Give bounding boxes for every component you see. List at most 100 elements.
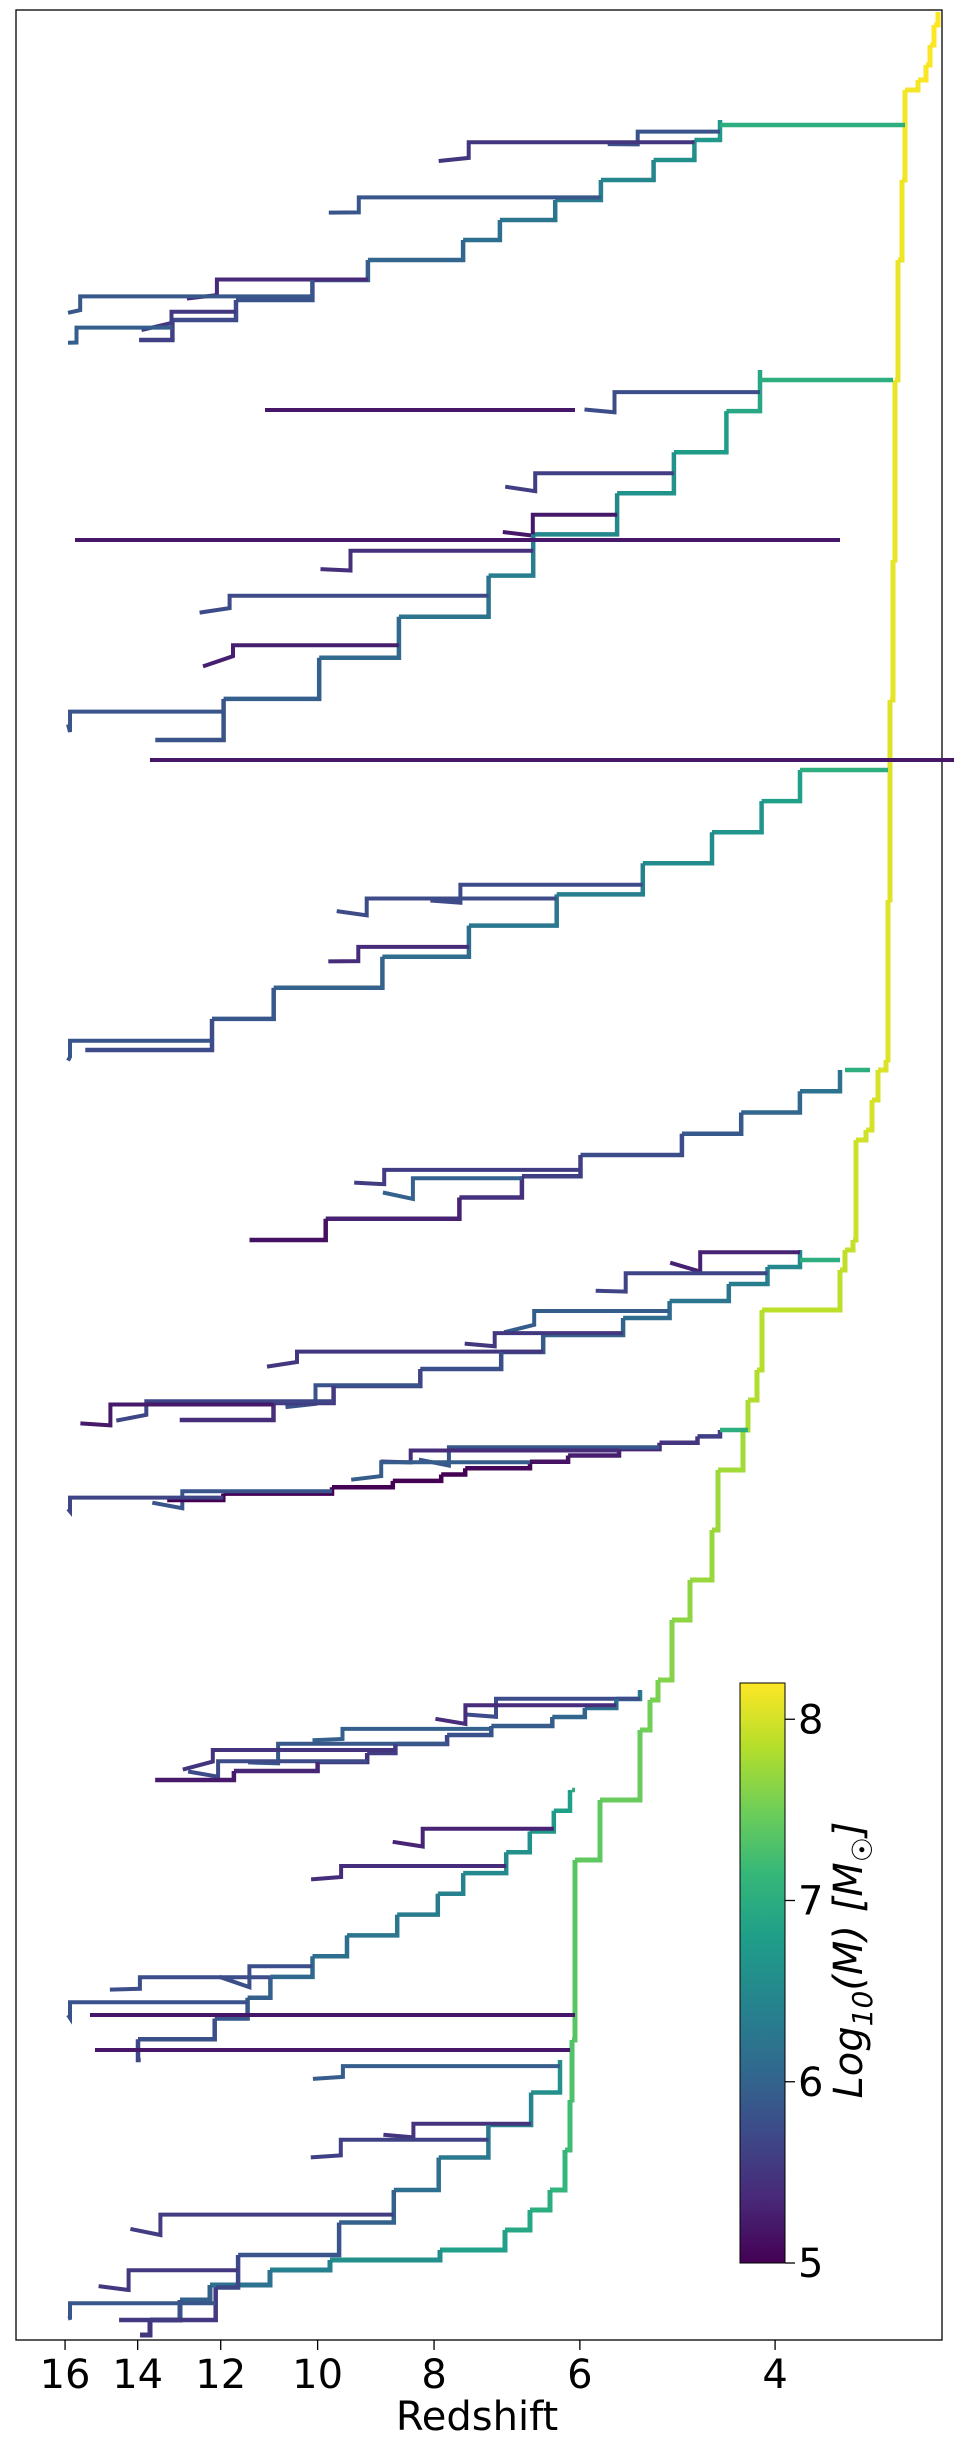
main-branch-segment: [575, 1800, 603, 1863]
main-branch-segment: [887, 700, 893, 903]
minor-branch-segment: [320, 548, 534, 573]
minor-branch-segment: [328, 195, 601, 215]
main-branch-segment: [550, 2150, 568, 2193]
sub-branch-segment: [339, 2190, 397, 2225]
minor-branch-segment: [382, 1176, 522, 1202]
x-tick-label: 6: [567, 2352, 592, 2398]
sub-branch-segment: [367, 1744, 398, 1756]
main-branch-segment: [270, 2260, 333, 2273]
sub-branch-segment: [531, 2060, 563, 2095]
sub-branch-segment: [488, 534, 536, 578]
minor-branch-segment: [383, 2121, 532, 2140]
sub-branch-segment: [726, 370, 763, 414]
sub-branch-segment: [552, 1708, 588, 1720]
minor-branch-segment: [67, 2301, 216, 2321]
minor-branch-segment: [312, 2064, 560, 2081]
x-axis: 16 14 12 10 8 6 4: [40, 2340, 788, 2398]
sub-branch-segment: [273, 956, 385, 991]
x-tick-label: 8: [421, 2352, 446, 2398]
main-branch-segment: [330, 2250, 443, 2263]
main-branch-segment: [856, 1130, 869, 1143]
sub-branch-segment: [233, 1762, 320, 1774]
minor-branch-segment: [392, 1826, 554, 1849]
colorbar-tick-label: 8: [798, 1697, 823, 1743]
main-branch-segment: [658, 1620, 675, 1683]
sub-branch-segment: [367, 240, 466, 263]
minor-branch-segment: [435, 1703, 617, 1727]
main-branch-segment: [672, 1580, 693, 1623]
sub-branch-segment: [463, 220, 503, 243]
colorbar-tick-label: 7: [798, 1879, 823, 1925]
minor-branch-segment: [67, 325, 173, 345]
minor-branch-segment: [182, 1748, 396, 1772]
sub-branch-segment: [238, 2222, 342, 2258]
sub-branch-segment: [463, 1852, 509, 1876]
minor-branch-segment: [199, 593, 489, 615]
minor-branch-segment: [285, 1383, 421, 1410]
x-tick-label: 4: [762, 2352, 787, 2398]
sub-branch-segment: [236, 280, 315, 303]
sub-branch-segment: [553, 1790, 573, 1814]
minor-branch-segment: [502, 512, 618, 538]
plot-area: [15, 9, 943, 2341]
sub-branch-segment: [459, 1176, 525, 1200]
x-tick-label: 10: [292, 2352, 343, 2398]
sub-branch-segment: [319, 616, 402, 661]
sub-branch-segment: [623, 1301, 672, 1321]
sub-branch-segment: [420, 1352, 504, 1372]
sub-branch-segment: [659, 1436, 700, 1445]
main-branch-segment: [905, 80, 921, 93]
sub-branch-segment: [332, 1480, 396, 1490]
main-branch-segment: [210, 2270, 273, 2288]
colorbar-tick-label: 5: [798, 2241, 823, 2287]
minor-branch-segment: [312, 1726, 492, 1743]
sub-branch-segment: [398, 575, 491, 619]
minor-branch-segment: [350, 1460, 530, 1482]
sub-branch-segment: [681, 1112, 744, 1137]
minor-branch-segment: [595, 1271, 768, 1294]
sub-branch-segment: [212, 987, 276, 1022]
main-branch-segment: [690, 1530, 715, 1583]
sub-branch-segment: [468, 894, 559, 928]
sub-branch-segment: [138, 2018, 217, 2042]
sub-branch-segment: [642, 832, 715, 866]
colorbar-tick-label: 6: [798, 2060, 823, 2106]
sub-branch-segment: [135, 2039, 141, 2063]
sub-branch-segment: [799, 1070, 843, 1094]
sub-branch-segment: [741, 1091, 803, 1115]
sub-branch-segment: [533, 493, 620, 537]
minor-branch-segment: [328, 944, 469, 964]
main-branch-segment: [650, 1680, 661, 1703]
sub-branch-segment: [530, 1455, 571, 1465]
minor-branch-segment: [109, 1975, 271, 1992]
main-branch-segment: [440, 2230, 508, 2253]
sub-branch-segment: [580, 1133, 685, 1158]
sub-branch-segment: [392, 1474, 444, 1484]
minor-branch-segment: [66, 709, 224, 733]
minor-branch-segment: [67, 294, 313, 315]
x-tick-label: 14: [112, 2352, 163, 2398]
minor-branch-segment: [98, 2268, 239, 2293]
sub-branch-segment: [397, 1893, 441, 1917]
minor-branch-segment: [336, 896, 557, 918]
sub-branch-segment: [214, 1997, 250, 2021]
sub-branch-segment: [215, 2255, 241, 2290]
sub-branch-segment: [438, 2125, 491, 2160]
sub-branch-segment: [584, 1699, 619, 1711]
sub-branch-segment: [555, 180, 604, 203]
sub-branch-segment: [325, 1197, 462, 1222]
sub-branch-segment: [491, 1717, 555, 1729]
minor-branch-segment: [503, 1309, 670, 1335]
sub-branch-segment: [617, 452, 677, 496]
minor-branch-segment: [465, 1696, 640, 1719]
sub-branch-segment: [712, 801, 764, 835]
sub-branch-segment: [179, 1403, 276, 1423]
minor-branch-segment: [130, 2212, 394, 2238]
minor-branch-segment: [430, 882, 643, 905]
sub-branch-segment: [393, 2157, 441, 2193]
minor-branch-segment: [66, 1038, 212, 1062]
minor-branch-segment: [66, 1495, 224, 1517]
minor-branch-segment: [354, 1167, 581, 1187]
main-branch-segment: [530, 2190, 553, 2213]
